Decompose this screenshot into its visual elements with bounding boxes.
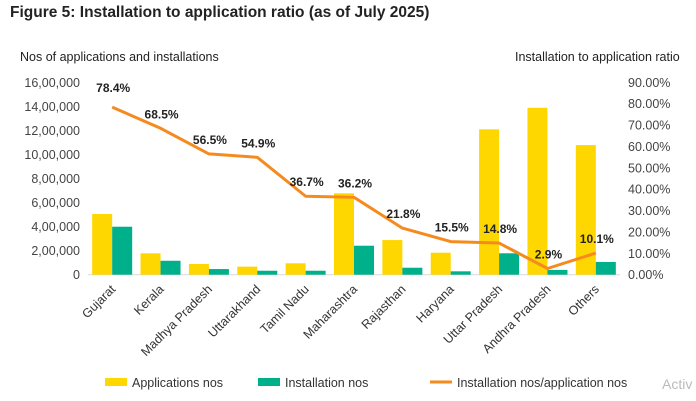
- installation-bar: [305, 270, 326, 275]
- ratio-data-label: 2.9%: [535, 248, 563, 262]
- left-tick-label: 10,00,000: [24, 148, 80, 162]
- left-tick-label: 4,00,000: [31, 220, 80, 234]
- right-axis-title: Installation to application ratio: [515, 50, 680, 64]
- legend-label: Applications nos: [132, 376, 223, 390]
- left-tick-label: 16,00,000: [24, 76, 80, 90]
- left-tick-label: 0: [73, 268, 80, 282]
- left-tick-label: 8,00,000: [31, 172, 80, 186]
- application-bar: [382, 240, 403, 275]
- x-tick-label: Kerala: [131, 282, 166, 317]
- application-bar: [575, 145, 596, 275]
- installation-bar: [547, 269, 568, 275]
- ratio-data-label: 68.5%: [145, 107, 179, 121]
- ratio-line: [111, 105, 597, 271]
- left-tick-label: 2,00,000: [31, 244, 80, 258]
- ratio-data-label: 14.8%: [483, 222, 517, 236]
- legend-swatch: [258, 378, 280, 386]
- legend-swatch: [105, 378, 127, 386]
- ratio-data-label: 54.9%: [241, 136, 275, 150]
- application-bar: [334, 193, 354, 275]
- x-tick-label: Others: [566, 282, 602, 318]
- installation-bar: [257, 270, 278, 275]
- installation-bar: [160, 260, 181, 275]
- application-bar: [479, 129, 500, 275]
- x-tick-label: Gujarat: [79, 282, 118, 321]
- right-tick-label: 70.00%: [628, 119, 670, 133]
- right-tick-label: 30.00%: [628, 204, 670, 218]
- ratio-data-label: 15.5%: [435, 221, 469, 235]
- installation-bar: [595, 261, 616, 275]
- right-tick-label: 20.00%: [628, 225, 670, 239]
- installation-bar: [112, 226, 133, 275]
- right-tick-label: 60.00%: [628, 140, 670, 154]
- installation-bar: [402, 267, 423, 275]
- installation-bar: [354, 245, 374, 275]
- installation-bar: [208, 269, 229, 275]
- installation-bar: [450, 271, 471, 275]
- right-tick-label: 0.00%: [628, 268, 663, 282]
- legend-label: Installation nos: [285, 376, 368, 390]
- application-bar: [237, 266, 258, 275]
- right-tick-label: 40.00%: [628, 183, 670, 197]
- right-tick-label: 90.00%: [628, 76, 670, 90]
- right-tick-label: 80.00%: [628, 97, 670, 111]
- application-bar: [285, 263, 306, 275]
- right-tick-label: 10.00%: [628, 247, 670, 261]
- ratio-data-label: 56.5%: [193, 133, 227, 147]
- left-tick-label: 12,00,000: [24, 124, 80, 138]
- legend-label: Installation nos/application nos: [457, 376, 627, 390]
- application-bar: [188, 263, 209, 275]
- ratio-data-label: 36.7%: [290, 175, 324, 189]
- application-bar: [140, 253, 161, 275]
- ratio-data-label: 36.2%: [338, 176, 372, 190]
- right-tick-label: 50.00%: [628, 161, 670, 175]
- application-bar: [430, 252, 451, 275]
- left-tick-label: 14,00,000: [24, 100, 80, 114]
- application-bar: [527, 107, 548, 275]
- x-tick-label: Uttarakhand: [205, 282, 263, 340]
- left-tick-label: 6,00,000: [31, 196, 80, 210]
- left-axis-title: Nos of applications and installations: [20, 50, 219, 64]
- x-tick-label: Haryana: [414, 282, 457, 325]
- chart-title: Figure 5: Installation to application ra…: [10, 4, 430, 21]
- watermark: Activ: [662, 376, 693, 392]
- application-bar: [92, 213, 113, 275]
- ratio-data-label: 21.8%: [386, 207, 420, 221]
- installation-bar: [499, 253, 520, 275]
- x-tick-label: Rajasthan: [359, 282, 409, 332]
- ratio-data-label: 78.4%: [96, 81, 130, 95]
- ratio-data-label: 10.1%: [580, 232, 614, 246]
